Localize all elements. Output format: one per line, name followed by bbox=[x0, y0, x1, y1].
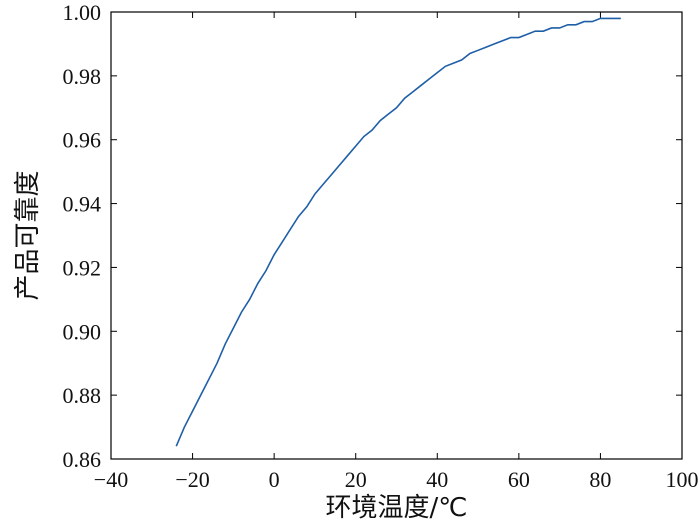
x-tick-label: 60 bbox=[508, 467, 530, 492]
y-tick-label: 0.86 bbox=[63, 447, 102, 472]
x-tick-label: 20 bbox=[345, 467, 367, 492]
y-tick-label: 0.96 bbox=[63, 128, 102, 153]
y-axis-label: 产品可靠度 bbox=[13, 170, 43, 300]
tick-label-group: −40 −20 0 20 40 60 80 100 0.86 0.88 0.90 0.92 0.94 0.… bbox=[63, 0, 699, 492]
tick-group bbox=[110, 11, 683, 460]
y-tick-label: 0.90 bbox=[63, 319, 102, 344]
y-tick-label: 0.88 bbox=[63, 383, 102, 408]
x-tick-label: 40 bbox=[426, 467, 448, 492]
x-tick-label: 80 bbox=[589, 467, 611, 492]
x-tick-label: −40 bbox=[94, 467, 128, 492]
y-tick-label: 1.00 bbox=[63, 0, 102, 25]
series-line bbox=[175, 17, 621, 447]
x-tick-label: −20 bbox=[175, 467, 209, 492]
x-tick-label: 100 bbox=[666, 467, 699, 492]
y-tick-label: 0.98 bbox=[63, 64, 102, 89]
y-tick-label: 0.94 bbox=[63, 192, 102, 217]
y-tick-label: 0.92 bbox=[63, 255, 102, 280]
x-tick-label: 0 bbox=[269, 467, 280, 492]
x-axis-label: 环境温度/℃ bbox=[326, 493, 468, 523]
plot-area bbox=[110, 11, 683, 460]
